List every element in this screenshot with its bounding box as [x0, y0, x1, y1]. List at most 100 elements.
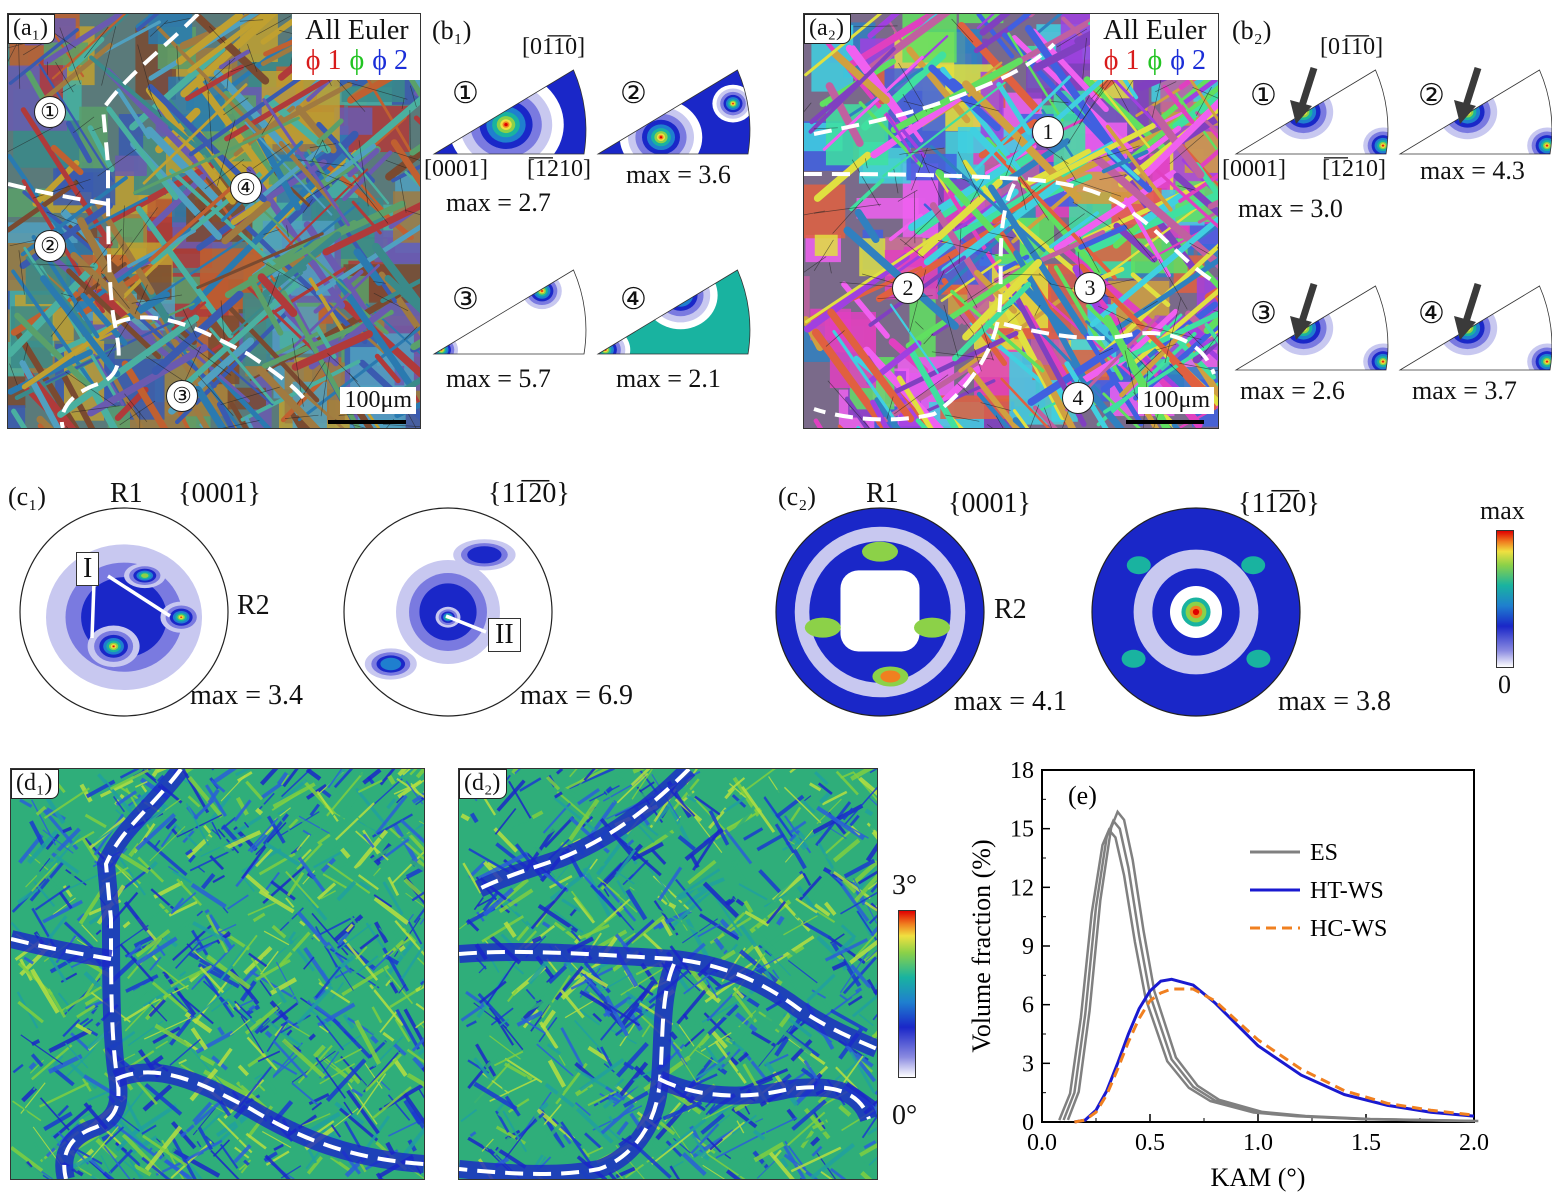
kam-texture — [240, 967, 258, 985]
kam-texture — [481, 915, 524, 943]
pf-r1-label-c1: R1 — [110, 478, 143, 509]
grain-boundary — [987, 424, 993, 428]
grain-boundary — [1068, 87, 1105, 144]
kam-texture — [498, 888, 534, 914]
kam-texture — [416, 957, 424, 966]
grain-boundary — [126, 401, 139, 418]
ipf-max-b1-2: max = 3.6 — [626, 160, 731, 189]
kam-texture — [760, 919, 803, 953]
lath-grain — [870, 399, 890, 428]
kam-texture — [810, 1142, 856, 1179]
grain-boundary — [267, 272, 280, 307]
grain-boundary — [1073, 95, 1090, 126]
kam-texture — [180, 1063, 195, 1074]
ipf-right-direction-b1: [̅1̅210] — [527, 156, 591, 182]
grain-boundary — [302, 199, 313, 214]
kam-texture — [108, 1149, 133, 1175]
kam-texture — [610, 1028, 637, 1045]
kam-texture — [641, 1023, 652, 1038]
kam-texture — [616, 989, 648, 1023]
kam-texture — [137, 856, 165, 883]
kam-texture — [798, 875, 823, 902]
legend-phi1: ϕ 1 — [1103, 45, 1140, 76]
kam-texture — [154, 1023, 191, 1048]
grain-boundary — [193, 208, 205, 218]
ipf-contour — [678, 293, 683, 298]
grain-boundary — [204, 158, 245, 190]
kam-texture — [219, 1143, 239, 1169]
kam-texture — [220, 1132, 245, 1161]
grain-boundary — [55, 61, 74, 93]
kam-texture — [245, 780, 264, 801]
kam-texture — [815, 909, 836, 924]
kam-texture — [240, 1016, 264, 1054]
kam-texture — [728, 1038, 745, 1052]
kam-texture — [744, 910, 770, 927]
kam-texture — [791, 1099, 827, 1131]
kam-texture — [503, 921, 517, 938]
x-tick-label: 0.0 — [1027, 1130, 1057, 1156]
kam-texture — [210, 779, 226, 793]
pf-max-c2-1: max = 4.1 — [954, 686, 1067, 717]
kam-texture — [263, 1151, 278, 1162]
kam-texture — [775, 794, 805, 819]
kam-texture — [382, 1031, 395, 1042]
ipf-label-b1-1: ① — [452, 77, 479, 110]
kam-texture — [504, 1062, 533, 1081]
ipf-top-direction-b2: [01̅1̅0] — [1320, 34, 1384, 60]
kam-texture — [237, 771, 253, 782]
kam-texture — [581, 815, 594, 828]
kam-texture — [178, 1059, 187, 1065]
kam-texture — [607, 1094, 621, 1104]
kam-texture — [286, 1029, 293, 1036]
pole-figure-2 — [343, 507, 553, 717]
pf-max-c1-2: max = 6.9 — [520, 680, 633, 711]
kam-texture — [577, 769, 599, 784]
kam-texture — [393, 1043, 407, 1057]
kam-texture — [82, 1018, 94, 1028]
kam-texture — [490, 1007, 514, 1026]
kam-texture — [259, 769, 279, 786]
kam-texture — [233, 1007, 248, 1021]
grain-boundary — [1155, 343, 1177, 351]
kam-texture — [712, 892, 743, 937]
kam-texture — [95, 929, 102, 936]
kam-texture — [774, 823, 796, 854]
axis-ticks: 0.0 0.5 1.0 1.5 2.0 0 3 6 9 12 15 18 — [1010, 758, 1489, 1156]
pf-scale-top-label: max — [1480, 496, 1525, 525]
grain-boundary — [316, 170, 353, 186]
y-tick-label: 6 — [1022, 993, 1034, 1019]
kam-texture — [187, 776, 224, 819]
prior-grain-boundary — [813, 42, 1056, 136]
kam-texture — [229, 1019, 251, 1036]
grain-boundary — [804, 210, 826, 216]
kam-texture — [172, 1101, 204, 1122]
kam-texture — [29, 1059, 45, 1074]
lath-grain — [213, 69, 295, 158]
kam-texture — [647, 818, 674, 839]
kam-texture — [636, 1154, 649, 1167]
kam-texture — [57, 992, 71, 1008]
kam-texture — [243, 821, 250, 828]
lath-grain — [347, 148, 380, 178]
kam-texture — [176, 878, 203, 906]
kam-texture — [800, 1067, 816, 1080]
kam-texture — [553, 796, 596, 831]
y-axis-label: Volume fraction (%) — [967, 839, 996, 1052]
kam-texture — [406, 831, 424, 853]
kam-texture — [840, 891, 877, 915]
kam-texture — [849, 814, 860, 827]
lath-grain — [180, 14, 278, 98]
kam-texture — [31, 862, 58, 892]
kam-texture — [869, 769, 877, 774]
kam-texture — [197, 866, 206, 873]
kam-texture — [257, 1050, 281, 1063]
grain-boundary — [124, 393, 148, 423]
kam-texture — [684, 1020, 697, 1030]
grain-boundary — [284, 414, 319, 419]
ipf-contour — [674, 289, 687, 301]
ipf-outline — [1234, 69, 1389, 155]
kam-texture — [359, 933, 380, 950]
lath-grain — [262, 98, 350, 227]
kam-texture — [811, 989, 827, 999]
